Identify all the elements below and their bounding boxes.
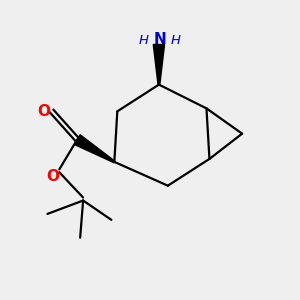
Text: H: H (171, 34, 181, 47)
Polygon shape (74, 135, 115, 163)
Text: N: N (153, 32, 166, 47)
Text: O: O (37, 104, 50, 119)
Polygon shape (153, 44, 165, 85)
Text: H: H (139, 34, 149, 47)
Text: O: O (46, 169, 59, 184)
